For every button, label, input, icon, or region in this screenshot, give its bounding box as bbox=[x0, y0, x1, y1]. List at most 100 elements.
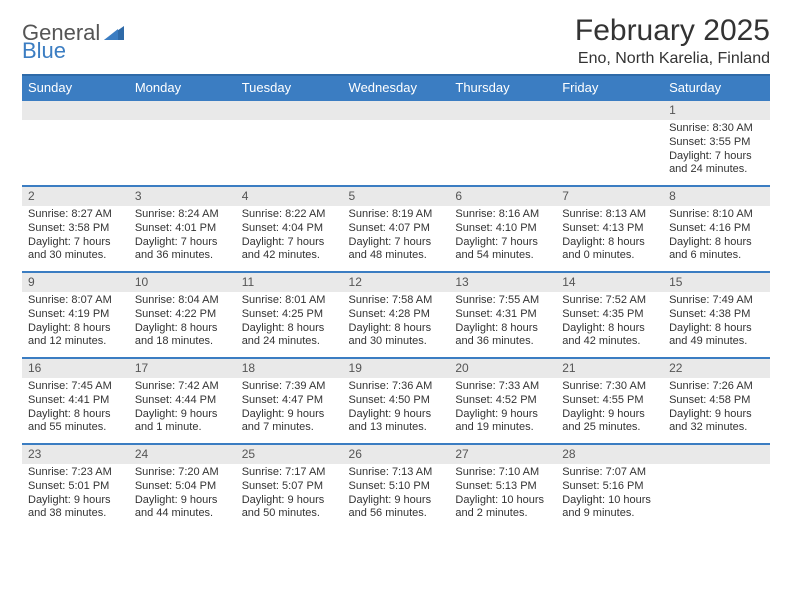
day-body: Sunrise: 7:45 AMSunset: 4:41 PMDaylight:… bbox=[22, 378, 129, 439]
location-text: Eno, North Karelia, Finland bbox=[575, 50, 770, 68]
calendar-page: General February 2025 Eno, North Karelia… bbox=[0, 0, 792, 540]
daylight-line1: Daylight: 8 hours bbox=[28, 408, 123, 422]
day-body: Sunrise: 8:30 AMSunset: 3:55 PMDaylight:… bbox=[663, 120, 770, 181]
sunset-text: Sunset: 5:16 PM bbox=[562, 480, 657, 494]
sunset-text: Sunset: 4:52 PM bbox=[455, 394, 550, 408]
daylight-line2: and 50 minutes. bbox=[242, 507, 337, 521]
calendar-day-cell: 13Sunrise: 7:55 AMSunset: 4:31 PMDayligh… bbox=[449, 272, 556, 358]
sunrise-text: Sunrise: 7:49 AM bbox=[669, 294, 764, 308]
calendar-empty-cell bbox=[663, 444, 770, 530]
calendar-header-row: SundayMondayTuesdayWednesdayThursdayFrid… bbox=[22, 75, 770, 100]
sunset-text: Sunset: 4:25 PM bbox=[242, 308, 337, 322]
day-body: Sunrise: 7:36 AMSunset: 4:50 PMDaylight:… bbox=[343, 378, 450, 439]
sunset-text: Sunset: 4:10 PM bbox=[455, 222, 550, 236]
calendar-day-cell: 7Sunrise: 8:13 AMSunset: 4:13 PMDaylight… bbox=[556, 186, 663, 272]
calendar-day-cell: 8Sunrise: 8:10 AMSunset: 4:16 PMDaylight… bbox=[663, 186, 770, 272]
day-number-empty bbox=[556, 101, 663, 120]
page-header: General February 2025 Eno, North Karelia… bbox=[22, 14, 770, 68]
sunrise-text: Sunrise: 8:16 AM bbox=[455, 208, 550, 222]
daylight-line2: and 13 minutes. bbox=[349, 421, 444, 435]
day-number: 13 bbox=[449, 273, 556, 292]
daylight-line2: and 30 minutes. bbox=[349, 335, 444, 349]
calendar-empty-cell bbox=[129, 100, 236, 186]
sunrise-text: Sunrise: 8:30 AM bbox=[669, 122, 764, 136]
calendar-day-cell: 19Sunrise: 7:36 AMSunset: 4:50 PMDayligh… bbox=[343, 358, 450, 444]
day-body: Sunrise: 7:58 AMSunset: 4:28 PMDaylight:… bbox=[343, 292, 450, 353]
calendar-day-cell: 9Sunrise: 8:07 AMSunset: 4:19 PMDaylight… bbox=[22, 272, 129, 358]
daylight-line2: and 2 minutes. bbox=[455, 507, 550, 521]
sunrise-text: Sunrise: 8:07 AM bbox=[28, 294, 123, 308]
daylight-line1: Daylight: 8 hours bbox=[562, 322, 657, 336]
sunrise-text: Sunrise: 7:26 AM bbox=[669, 380, 764, 394]
weekday-header: Tuesday bbox=[236, 75, 343, 100]
calendar-day-cell: 10Sunrise: 8:04 AMSunset: 4:22 PMDayligh… bbox=[129, 272, 236, 358]
daylight-line1: Daylight: 7 hours bbox=[28, 236, 123, 250]
calendar-day-cell: 17Sunrise: 7:42 AMSunset: 4:44 PMDayligh… bbox=[129, 358, 236, 444]
sunset-text: Sunset: 4:22 PM bbox=[135, 308, 230, 322]
sunset-text: Sunset: 4:47 PM bbox=[242, 394, 337, 408]
brand-part2-wrap: Blue bbox=[22, 38, 66, 64]
sunrise-text: Sunrise: 8:27 AM bbox=[28, 208, 123, 222]
day-body: Sunrise: 8:01 AMSunset: 4:25 PMDaylight:… bbox=[236, 292, 343, 353]
day-body: Sunrise: 7:20 AMSunset: 5:04 PMDaylight:… bbox=[129, 464, 236, 525]
day-body: Sunrise: 7:30 AMSunset: 4:55 PMDaylight:… bbox=[556, 378, 663, 439]
day-number: 27 bbox=[449, 445, 556, 464]
sunrise-text: Sunrise: 7:17 AM bbox=[242, 466, 337, 480]
brand-triangle-icon bbox=[104, 24, 124, 45]
calendar-day-cell: 2Sunrise: 8:27 AMSunset: 3:58 PMDaylight… bbox=[22, 186, 129, 272]
calendar-day-cell: 1Sunrise: 8:30 AMSunset: 3:55 PMDaylight… bbox=[663, 100, 770, 186]
calendar-week-row: 9Sunrise: 8:07 AMSunset: 4:19 PMDaylight… bbox=[22, 272, 770, 358]
sunset-text: Sunset: 4:13 PM bbox=[562, 222, 657, 236]
daylight-line2: and 0 minutes. bbox=[562, 249, 657, 263]
daylight-line1: Daylight: 8 hours bbox=[242, 322, 337, 336]
day-body: Sunrise: 7:13 AMSunset: 5:10 PMDaylight:… bbox=[343, 464, 450, 525]
daylight-line1: Daylight: 9 hours bbox=[669, 408, 764, 422]
sunrise-text: Sunrise: 7:33 AM bbox=[455, 380, 550, 394]
daylight-line1: Daylight: 8 hours bbox=[669, 236, 764, 250]
day-body: Sunrise: 8:13 AMSunset: 4:13 PMDaylight:… bbox=[556, 206, 663, 267]
day-number: 12 bbox=[343, 273, 450, 292]
weekday-header: Saturday bbox=[663, 75, 770, 100]
daylight-line2: and 25 minutes. bbox=[562, 421, 657, 435]
title-block: February 2025 Eno, North Karelia, Finlan… bbox=[575, 14, 770, 68]
daylight-line1: Daylight: 7 hours bbox=[349, 236, 444, 250]
sunrise-text: Sunrise: 7:52 AM bbox=[562, 294, 657, 308]
day-number: 23 bbox=[22, 445, 129, 464]
sunrise-text: Sunrise: 8:01 AM bbox=[242, 294, 337, 308]
sunset-text: Sunset: 4:07 PM bbox=[349, 222, 444, 236]
sunset-text: Sunset: 5:10 PM bbox=[349, 480, 444, 494]
sunset-text: Sunset: 5:04 PM bbox=[135, 480, 230, 494]
daylight-line1: Daylight: 9 hours bbox=[28, 494, 123, 508]
daylight-line1: Daylight: 7 hours bbox=[669, 150, 764, 164]
daylight-line2: and 30 minutes. bbox=[28, 249, 123, 263]
calendar-empty-cell bbox=[449, 100, 556, 186]
sunset-text: Sunset: 5:13 PM bbox=[455, 480, 550, 494]
calendar-day-cell: 22Sunrise: 7:26 AMSunset: 4:58 PMDayligh… bbox=[663, 358, 770, 444]
sunrise-text: Sunrise: 8:13 AM bbox=[562, 208, 657, 222]
day-number-empty bbox=[343, 101, 450, 120]
sunrise-text: Sunrise: 8:04 AM bbox=[135, 294, 230, 308]
sunrise-text: Sunrise: 7:13 AM bbox=[349, 466, 444, 480]
calendar-empty-cell bbox=[22, 100, 129, 186]
calendar-day-cell: 25Sunrise: 7:17 AMSunset: 5:07 PMDayligh… bbox=[236, 444, 343, 530]
day-number-empty bbox=[449, 101, 556, 120]
calendar-day-cell: 11Sunrise: 8:01 AMSunset: 4:25 PMDayligh… bbox=[236, 272, 343, 358]
calendar-week-row: 23Sunrise: 7:23 AMSunset: 5:01 PMDayligh… bbox=[22, 444, 770, 530]
calendar-day-cell: 23Sunrise: 7:23 AMSunset: 5:01 PMDayligh… bbox=[22, 444, 129, 530]
daylight-line2: and 56 minutes. bbox=[349, 507, 444, 521]
calendar-day-cell: 24Sunrise: 7:20 AMSunset: 5:04 PMDayligh… bbox=[129, 444, 236, 530]
daylight-line2: and 36 minutes. bbox=[455, 335, 550, 349]
sunrise-text: Sunrise: 7:36 AM bbox=[349, 380, 444, 394]
day-number: 15 bbox=[663, 273, 770, 292]
day-body: Sunrise: 7:17 AMSunset: 5:07 PMDaylight:… bbox=[236, 464, 343, 525]
day-number-empty bbox=[129, 101, 236, 120]
sunrise-text: Sunrise: 8:24 AM bbox=[135, 208, 230, 222]
day-body: Sunrise: 7:39 AMSunset: 4:47 PMDaylight:… bbox=[236, 378, 343, 439]
sunrise-text: Sunrise: 7:07 AM bbox=[562, 466, 657, 480]
sunrise-text: Sunrise: 8:10 AM bbox=[669, 208, 764, 222]
daylight-line1: Daylight: 7 hours bbox=[135, 236, 230, 250]
calendar-day-cell: 20Sunrise: 7:33 AMSunset: 4:52 PMDayligh… bbox=[449, 358, 556, 444]
brand-part2: Blue bbox=[22, 38, 66, 63]
daylight-line1: Daylight: 9 hours bbox=[349, 408, 444, 422]
sunrise-text: Sunrise: 8:22 AM bbox=[242, 208, 337, 222]
